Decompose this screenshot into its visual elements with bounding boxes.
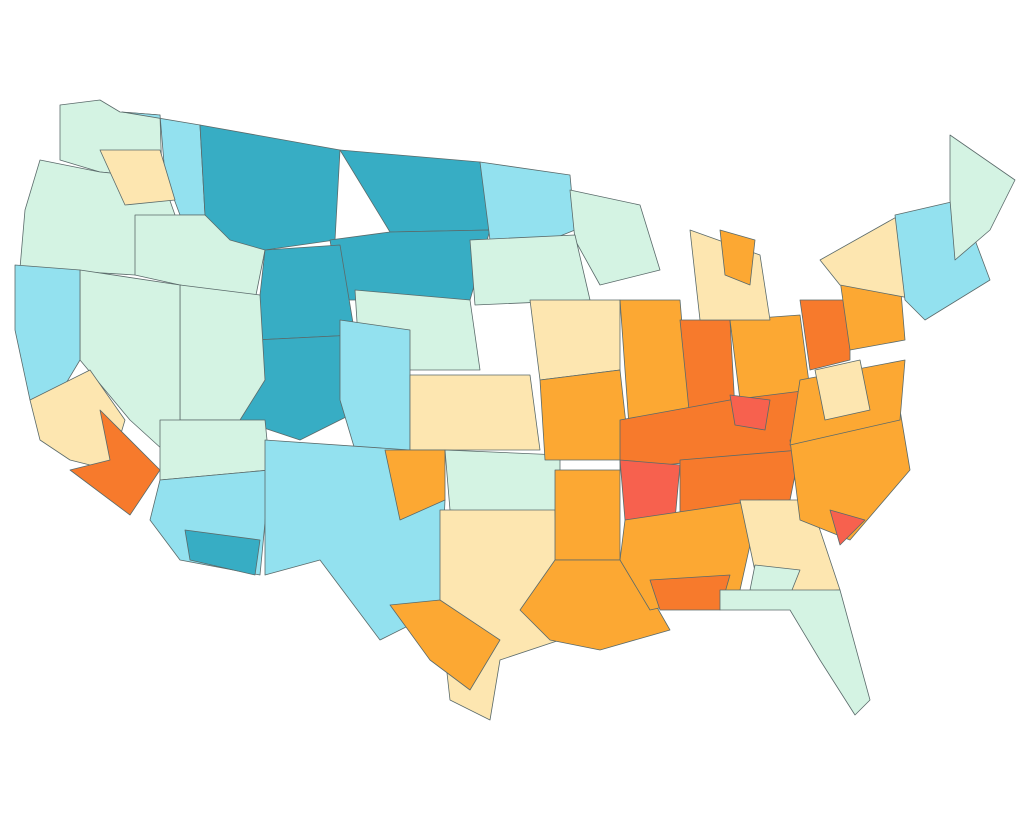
region — [199, 124, 341, 251]
region — [829, 509, 866, 546]
region — [469, 234, 591, 306]
region — [184, 529, 261, 576]
region — [479, 161, 576, 241]
region — [389, 599, 501, 691]
region — [159, 419, 271, 481]
region — [729, 394, 771, 431]
region — [949, 134, 1016, 261]
regions — [14, 99, 1016, 721]
region — [69, 409, 161, 516]
region — [619, 459, 681, 521]
region — [729, 314, 811, 401]
region — [554, 469, 621, 561]
region — [719, 229, 756, 286]
region — [799, 299, 851, 371]
region — [409, 374, 541, 451]
region — [179, 284, 266, 421]
region — [539, 369, 631, 461]
region — [529, 299, 621, 381]
region — [329, 229, 491, 301]
region — [99, 149, 176, 206]
region — [649, 574, 731, 611]
region — [814, 359, 871, 421]
region — [339, 319, 411, 451]
region — [719, 589, 871, 716]
region — [569, 189, 661, 286]
region — [444, 449, 561, 521]
region — [384, 449, 446, 521]
region — [339, 149, 491, 233]
